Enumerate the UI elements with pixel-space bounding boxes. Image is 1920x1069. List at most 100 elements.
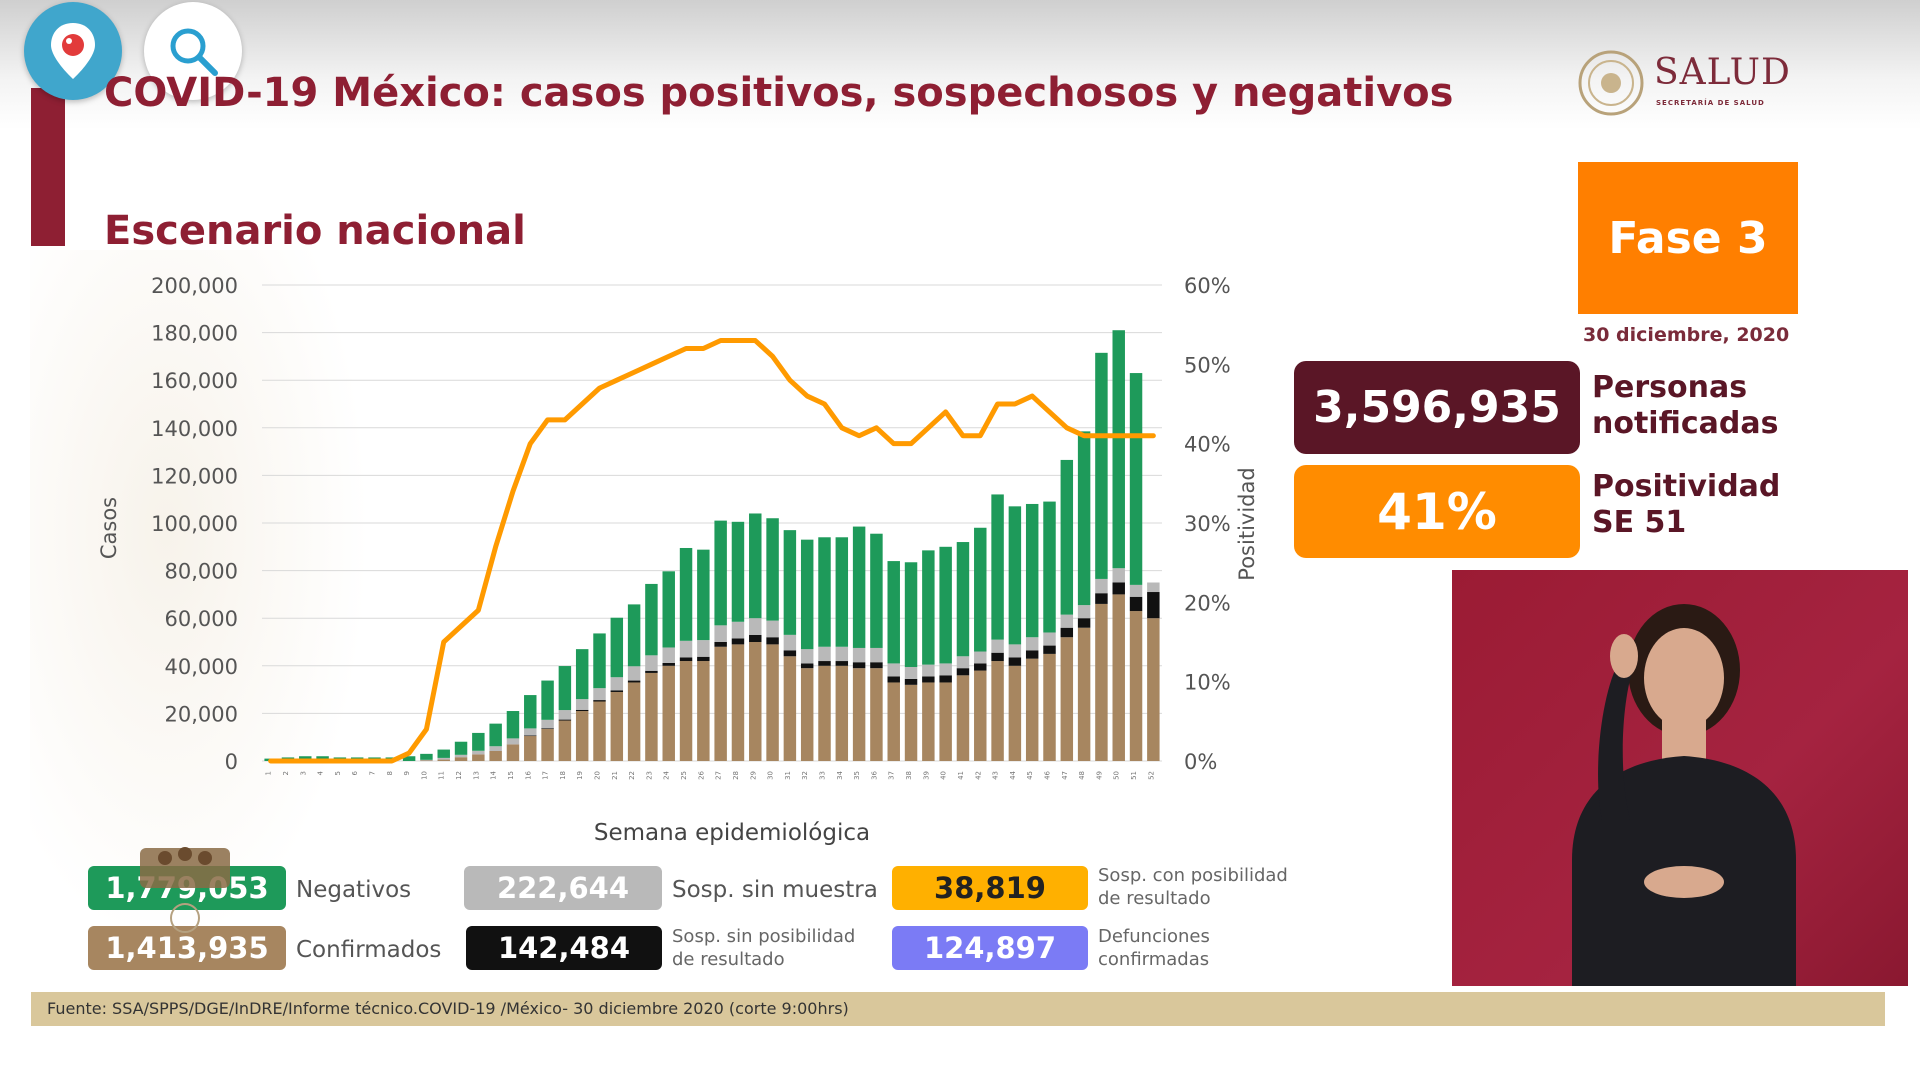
bar-segment xyxy=(610,691,624,761)
x-tick-label: 46 xyxy=(1044,770,1052,779)
bar-segment xyxy=(731,644,745,761)
bar-segment xyxy=(1112,582,1125,595)
x-tick-label: 40 xyxy=(940,771,948,780)
y-tick-label: 20,000 xyxy=(165,702,238,726)
y-tick-label: 180,000 xyxy=(151,322,238,346)
bar-segment xyxy=(1129,596,1143,612)
chart-bars xyxy=(264,330,1160,762)
bar-segment xyxy=(991,639,1004,653)
report-date: 30 diciembre, 2020 xyxy=(1583,324,1790,346)
bar-segment xyxy=(697,661,710,761)
bar-segment xyxy=(420,753,433,760)
bar-segment xyxy=(800,663,814,669)
bar-segment xyxy=(714,625,727,642)
bar-segment xyxy=(922,550,935,665)
y2-tick-label: 0% xyxy=(1184,750,1217,774)
bar-segment xyxy=(420,759,433,761)
phase-badge: Fase 3 xyxy=(1578,162,1798,314)
bar-segment xyxy=(1095,578,1108,594)
x-tick-label: 15 xyxy=(507,771,515,780)
x-tick-label: 48 xyxy=(1078,771,1086,780)
search-button[interactable] xyxy=(144,2,242,100)
legend-sin-muestra-value: 222,644 xyxy=(464,866,662,910)
bar-segment xyxy=(697,640,710,657)
brand-subtitle: SECRETARÍA DE SALUD xyxy=(1656,99,1765,107)
source-text: Fuente: SSA/SPPS/DGE/InDRE/Informe técni… xyxy=(47,999,849,1018)
x-tick-label: 49 xyxy=(1095,771,1103,780)
x-tick-label: 9 xyxy=(403,771,411,775)
x-tick-label: 28 xyxy=(732,771,740,780)
bar-segment xyxy=(645,672,658,761)
bar-segment xyxy=(904,684,918,761)
bar-segment xyxy=(714,646,727,761)
legend-defunciones-label-2: confirmadas xyxy=(1098,949,1210,970)
x-tick-label: 35 xyxy=(853,771,861,780)
x-tick-label: 38 xyxy=(905,771,913,780)
bar-segment xyxy=(991,661,1004,761)
bar-segment xyxy=(697,656,710,662)
x-tick-label: 22 xyxy=(628,771,636,780)
y-axis-label: Casos xyxy=(97,497,121,559)
x-tick-label: 39 xyxy=(922,771,930,780)
bar-segment xyxy=(454,757,468,761)
x-tick-label: 6 xyxy=(351,770,359,775)
bar-segment xyxy=(818,661,831,666)
bar-segment xyxy=(766,620,779,638)
bar-segment xyxy=(593,633,606,689)
bar-segment xyxy=(1112,330,1125,569)
background-watermark xyxy=(30,250,370,950)
bar-segment xyxy=(714,520,727,626)
bar-segment xyxy=(524,735,537,737)
legend-con-posibilidad-label-2: de resultado xyxy=(1098,888,1211,909)
x-axis-label: Semana epidemiológica xyxy=(594,820,870,846)
bar-segment xyxy=(437,759,450,761)
bar-segment xyxy=(887,676,900,683)
brand-name: SALUD xyxy=(1654,52,1791,93)
bar-segment xyxy=(1077,605,1091,619)
x-tick-label: 37 xyxy=(888,771,896,780)
chart-x-ticks: 1 2 3 4 5 6 7 8 9 10 11 12 13 14 15 16 17 18 19 20 21 22 23 24 2… xyxy=(265,770,1156,779)
bar-segment xyxy=(749,513,762,619)
bar-segment xyxy=(558,719,572,721)
bar-segment xyxy=(662,665,675,761)
x-tick-label: 19 xyxy=(576,771,584,780)
bar-segment xyxy=(1147,618,1160,761)
bar-segment xyxy=(870,668,883,761)
bar-segment xyxy=(420,760,433,762)
legend-sin-posibilidad-value: 142,484 xyxy=(466,926,662,970)
bar-segment xyxy=(489,746,502,752)
bar-segment xyxy=(1025,637,1039,651)
bar-segment xyxy=(541,728,554,761)
gobierno-de-mexico-emblem-icon xyxy=(140,847,230,933)
bar-segment xyxy=(679,661,693,761)
x-tick-label: 42 xyxy=(974,771,982,780)
y-tick-label: 100,000 xyxy=(151,512,238,536)
bar-segment xyxy=(575,699,589,710)
bar-segment xyxy=(437,757,450,760)
bar-segment xyxy=(939,546,952,664)
periscope-button[interactable] xyxy=(24,2,122,100)
bar-segment xyxy=(593,688,606,701)
y2-tick-label: 50% xyxy=(1184,353,1231,377)
x-tick-label: 23 xyxy=(645,771,653,780)
mexico-coat-of-arms-icon xyxy=(1578,50,1644,116)
legend-defunciones-value: 124,897 xyxy=(892,926,1088,970)
bar-segment xyxy=(800,539,814,650)
bar-segment xyxy=(766,637,779,645)
bar-segment xyxy=(610,677,624,691)
x-tick-label: 52 xyxy=(1147,771,1155,780)
legend-negativos-label: Negativos xyxy=(296,877,412,903)
x-tick-label: 12 xyxy=(455,771,463,780)
chart-y-ticks: 0 20,000 40,000 60,000 80,000 100,000 120,000 1… xyxy=(151,274,238,774)
bar-segment xyxy=(939,682,952,761)
x-tick-label: 32 xyxy=(801,771,809,780)
x-tick-label: 14 xyxy=(490,770,498,779)
bar-segment xyxy=(1112,594,1125,761)
bar-segment xyxy=(575,709,589,712)
x-tick-label: 50 xyxy=(1113,771,1121,780)
bar-segment xyxy=(870,533,883,648)
legend-con-posibilidad-value: 38,819 xyxy=(892,866,1088,910)
legend-sin-muestra-label: Sosp. sin muestra xyxy=(672,877,878,903)
bar-segment xyxy=(852,662,866,669)
bar-segment xyxy=(870,662,883,669)
